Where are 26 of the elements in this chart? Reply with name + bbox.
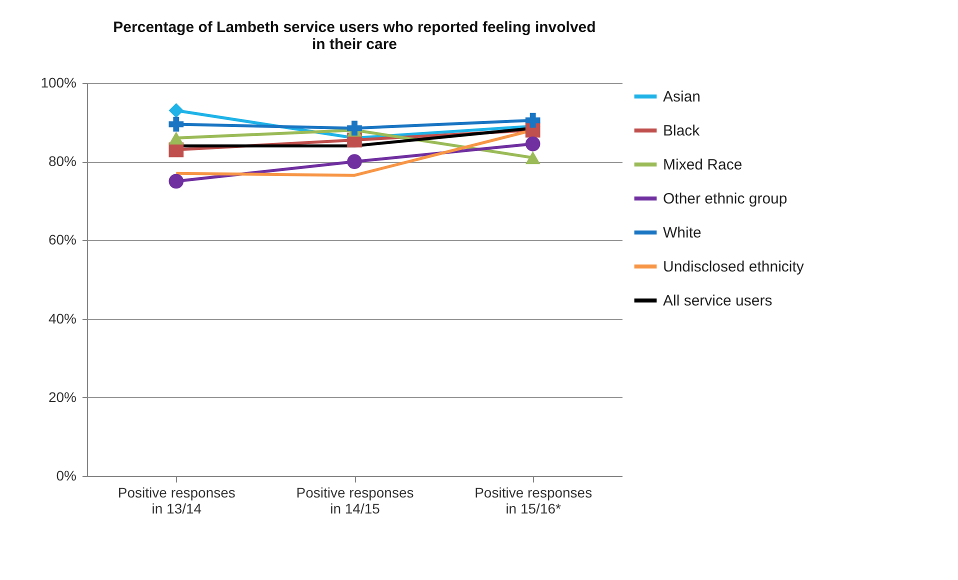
legend-label: All service users [663, 292, 772, 310]
x-tick-label: Positive responses in 14/15 [296, 484, 414, 516]
legend-label: Mixed Race [663, 156, 742, 174]
point [525, 112, 540, 128]
point [525, 136, 540, 152]
legend-label: Black [663, 122, 700, 140]
y-tick-label: 40% [48, 310, 76, 326]
point [347, 120, 362, 136]
point [168, 116, 184, 132]
y-tick-label: 80% [48, 153, 76, 170]
chart-title: Percentage of Lambeth service users who reported feeling involved in their care [113, 19, 596, 53]
legend-label: White [663, 224, 702, 242]
point [525, 151, 540, 164]
point [168, 132, 184, 144]
x-tick-label: Positive responses in 15/16* [474, 484, 592, 516]
legend-label: Undisclosed ethnicity [663, 258, 804, 276]
point [168, 174, 184, 189]
x-tick-label: Positive responses in 13/14 [118, 484, 236, 516]
y-tick-label: 0% [56, 468, 76, 484]
legend-label: Asian [663, 88, 701, 106]
point [347, 154, 362, 169]
point [168, 103, 184, 118]
y-tick-label: 60% [48, 232, 76, 248]
y-tick-label: 100% [40, 74, 76, 90]
y-tick-label: 20% [48, 388, 76, 405]
legend-label: Other ethnic group [663, 190, 788, 208]
